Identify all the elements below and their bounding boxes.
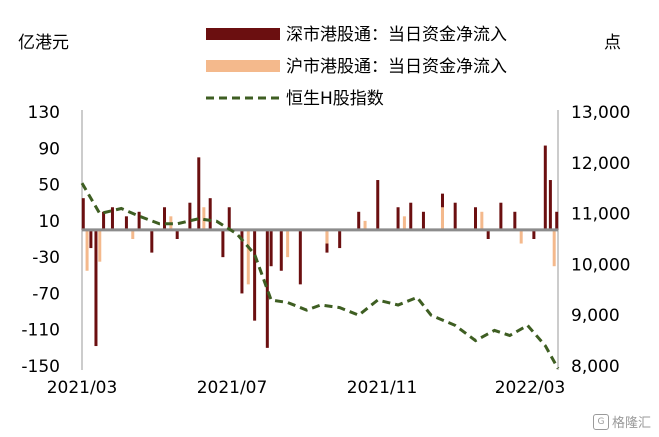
y-right-tick-label: 9,000 <box>571 306 620 326</box>
sz-flow-bar <box>188 202 192 230</box>
watermark-text: 格隆汇 <box>611 416 651 431</box>
sz-flow-bar <box>175 229 179 239</box>
y-left-tick-label: -30 <box>32 248 60 268</box>
legend-label: 恒生H股指数 <box>286 89 384 109</box>
sh-flow-bar <box>131 229 135 239</box>
sz-flow-bar <box>396 207 400 230</box>
sz-flow-bar <box>279 229 283 271</box>
right-axis-unit: 点 <box>604 33 621 53</box>
sz-flow-bar <box>265 229 269 348</box>
sz-flow-bar <box>543 145 547 230</box>
sz-flow-bar <box>421 211 425 230</box>
sz-flow-bar <box>94 229 98 347</box>
y-right-tick-label: 13,000 <box>571 103 630 123</box>
x-tick-label: 2021/11 <box>347 378 418 398</box>
y-left-tick-label: 130 <box>28 103 60 123</box>
sz-flow-bar <box>548 180 552 230</box>
sz-flow-bar <box>409 202 413 230</box>
y-left-tick-label: 90 <box>38 139 60 159</box>
sz-flow-bar <box>253 229 257 321</box>
sz-flow-bar <box>338 229 342 249</box>
sz-flow-bar <box>163 207 167 230</box>
y-left-tick-label: -150 <box>21 357 60 377</box>
sh-flow-bar <box>363 220 367 230</box>
sz-flow-bar <box>102 211 106 230</box>
sz-flow-bar <box>240 229 244 294</box>
watermark-logo-icon: G <box>592 413 609 430</box>
x-tick-label: 2022/03 <box>495 378 566 398</box>
sh-flow-bar <box>552 229 556 267</box>
y-left-tick-label: 50 <box>38 176 60 196</box>
sz-flow-bar <box>357 211 361 230</box>
legend-swatch <box>206 60 280 72</box>
sh-flow-bar <box>480 211 484 230</box>
sh-flow-bar <box>402 216 406 230</box>
sz-flow-bar <box>208 198 212 230</box>
sh-flow-bar <box>325 229 329 244</box>
sz-flow-bar <box>532 229 536 239</box>
sz-flow-bar <box>555 211 559 230</box>
sz-flow-bar <box>513 211 517 230</box>
y-right-tick-label: 12,000 <box>571 154 630 174</box>
sh-flow-bar <box>286 229 290 258</box>
sh-flow-bar <box>519 229 523 244</box>
y-right-tick-label: 11,000 <box>571 205 630 225</box>
sz-flow-bar <box>473 207 477 230</box>
sz-flow-bar <box>486 229 490 239</box>
sz-flow-bar <box>150 229 154 253</box>
sz-flow-bar <box>499 202 503 230</box>
y-left-tick-label: -70 <box>32 284 60 304</box>
x-tick-label: 2021/03 <box>47 378 118 398</box>
sz-flow-bar <box>137 211 141 230</box>
legend-label: 沪市港股通：当日资金净流入 <box>286 57 507 77</box>
left-axis-unit: 亿港元 <box>18 33 69 53</box>
sz-flow-bar <box>110 207 114 230</box>
y-left-tick-label: 10 <box>38 212 60 232</box>
sh-flow-bar <box>85 229 89 271</box>
watermark: G 格隆汇 <box>592 412 651 431</box>
sz-flow-bar <box>221 229 225 258</box>
sh-flow-bar <box>246 229 250 285</box>
legend-swatch <box>206 28 280 40</box>
sz-flow-bar <box>376 180 380 230</box>
y-right-tick-label: 8,000 <box>571 357 620 377</box>
sh-flow-bar <box>98 229 102 262</box>
x-tick-label: 2021/07 <box>197 378 268 398</box>
sz-flow-bar <box>197 157 201 230</box>
y-right-tick-label: 10,000 <box>571 255 630 275</box>
legend-label: 深市港股通：当日资金净流入 <box>286 25 507 45</box>
sh-flow-bar <box>440 207 444 230</box>
sz-flow-bar <box>81 198 85 230</box>
hscei-index-line <box>80 182 560 370</box>
sz-flow-bar <box>227 207 231 230</box>
sz-flow-bar <box>89 229 93 249</box>
y-left-tick-label: -110 <box>21 321 60 341</box>
sz-flow-bar <box>298 229 302 285</box>
sz-flow-bar <box>124 216 128 230</box>
sz-flow-bar <box>453 202 457 230</box>
sz-flow-bar <box>269 229 273 267</box>
